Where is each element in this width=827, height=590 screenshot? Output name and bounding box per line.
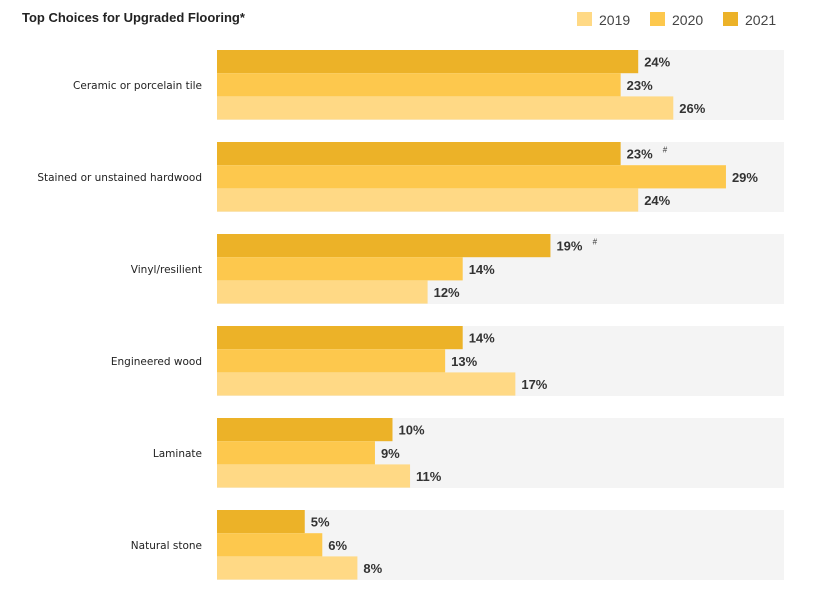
value-label: 23%	[627, 147, 653, 162]
bar-2019	[217, 556, 358, 580]
bar-2021	[217, 510, 305, 534]
value-label: 19%	[556, 239, 582, 254]
category-group: Laminate 10% 9% 11%	[153, 418, 784, 488]
category-label: Natural stone	[131, 540, 202, 552]
bar-2019	[217, 96, 674, 120]
category-group: Natural stone 5% 6% 8%	[131, 510, 784, 580]
category-groups: Ceramic or porcelain tile 24% 23% 26% Staine…	[37, 50, 784, 580]
bar-2020	[217, 165, 726, 189]
category-group: Vinyl/resilient 19% #14% 12%	[131, 234, 784, 304]
value-label: 23%	[627, 78, 653, 93]
value-label: 10%	[399, 423, 425, 438]
value-label: 9%	[381, 446, 400, 461]
bar-2020	[217, 533, 323, 557]
bar-2021	[217, 234, 551, 258]
bar-2019	[217, 464, 411, 488]
value-label: 14%	[469, 331, 495, 346]
category-label: Stained or unstained hardwood	[37, 172, 202, 184]
bar-2019	[217, 280, 428, 304]
legend-swatch-2019	[577, 12, 592, 26]
value-note: #	[663, 146, 668, 155]
category-group: Stained or unstained hardwood 23% #29% 24%	[37, 142, 784, 212]
category-group: Engineered wood 14% 13% 17%	[111, 326, 784, 396]
value-label: 24%	[644, 55, 670, 70]
category-group: Ceramic or porcelain tile 24% 23% 26%	[73, 50, 784, 120]
value-label: 17%	[521, 377, 547, 392]
legend-swatch-2021	[723, 12, 738, 26]
bar-2020	[217, 257, 463, 281]
bar-2020	[217, 349, 446, 373]
value-label: 5%	[311, 515, 330, 530]
value-note: #	[592, 238, 597, 247]
bar-2021	[217, 326, 463, 350]
legend: 2019 2020 2021	[577, 12, 776, 28]
bar-2021	[217, 418, 393, 442]
legend-label-2019: 2019	[599, 12, 630, 28]
category-label: Laminate	[153, 448, 202, 460]
bar-2019	[217, 188, 639, 212]
bar-2019	[217, 372, 516, 396]
chart-title: Top Choices for Upgraded Flooring*	[22, 10, 246, 25]
value-label: 29%	[732, 170, 758, 185]
value-label: 13%	[451, 354, 477, 369]
category-label: Ceramic or porcelain tile	[73, 80, 202, 92]
value-label: 14%	[469, 262, 495, 277]
value-label: 26%	[679, 101, 705, 116]
value-label: 6%	[328, 538, 347, 553]
legend-label-2020: 2020	[672, 12, 703, 28]
legend-label-2021: 2021	[745, 12, 776, 28]
bar-2020	[217, 73, 621, 97]
bar-2021	[217, 142, 621, 166]
category-label: Vinyl/resilient	[131, 264, 202, 276]
value-label: 24%	[644, 193, 670, 208]
bar-2021	[217, 50, 639, 74]
category-label: Engineered wood	[111, 356, 202, 368]
value-label: 12%	[434, 285, 460, 300]
value-label: 11%	[416, 469, 442, 484]
value-label: 8%	[363, 561, 382, 576]
legend-swatch-2020	[650, 12, 665, 26]
bar-2020	[217, 441, 375, 465]
